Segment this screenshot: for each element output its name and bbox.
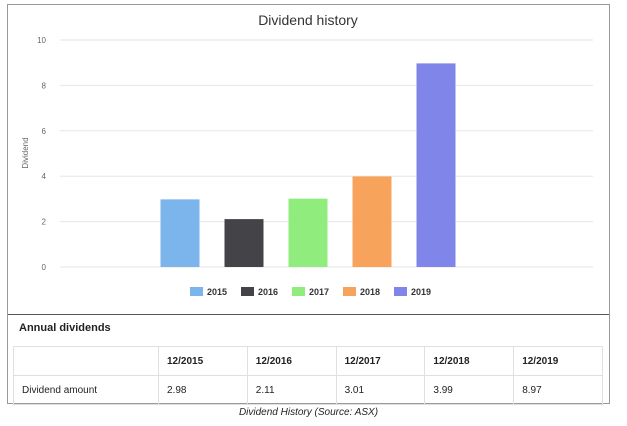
bar-2018 bbox=[352, 176, 392, 267]
bar-2019 bbox=[416, 63, 456, 268]
table-header-cell bbox=[13, 346, 159, 376]
section-divider bbox=[8, 314, 609, 315]
legend-label: 2017 bbox=[309, 287, 329, 297]
annual-dividends-title: Annual dividends bbox=[19, 322, 111, 334]
y-tick-label: 4 bbox=[42, 172, 47, 181]
bar-2017 bbox=[288, 198, 328, 267]
table-cell: 3.99 bbox=[424, 375, 515, 405]
table-header-cell: 12/2015 bbox=[158, 346, 248, 376]
legend-swatch-2019 bbox=[394, 287, 407, 296]
bar-2016 bbox=[224, 219, 264, 267]
table-cell: 2.11 bbox=[246, 375, 337, 405]
dividend-table: 12/2015 12/2016 12/2017 12/2018 12/2019 … bbox=[13, 346, 603, 405]
table-header-cell: 12/2017 bbox=[335, 346, 426, 376]
legend-label: 2015 bbox=[207, 287, 227, 297]
y-tick-label: 8 bbox=[42, 81, 47, 90]
y-tick-label: 2 bbox=[42, 218, 47, 227]
table-header-cell: 12/2019 bbox=[513, 346, 603, 376]
table-header-row: 12/2015 12/2016 12/2017 12/2018 12/2019 bbox=[13, 346, 603, 376]
row-label: Dividend amount bbox=[13, 375, 159, 405]
dividend-chart: Dividend history 0 2 4 6 8 10 Dividend 2015 2016 2… bbox=[21, 12, 593, 297]
y-axis-label: Dividend bbox=[21, 137, 30, 168]
table-cell: 8.97 bbox=[513, 375, 603, 405]
y-tick-label: 10 bbox=[37, 36, 46, 45]
dividend-panel: Dividend history 0 2 4 6 8 10 Dividend 2015 2016 2… bbox=[7, 4, 610, 405]
table-cell: 3.01 bbox=[335, 375, 426, 405]
chart-title: Dividend history bbox=[258, 12, 358, 28]
y-tick-label: 6 bbox=[42, 127, 47, 136]
legend-swatch-2015 bbox=[190, 287, 203, 296]
table-header-cell: 12/2016 bbox=[246, 346, 337, 376]
bar-2015 bbox=[160, 199, 200, 267]
legend-label: 2016 bbox=[258, 287, 278, 297]
figure-caption: Dividend History (Source: ASX) bbox=[238, 407, 379, 418]
table-cell: 2.98 bbox=[158, 375, 248, 405]
table-header-cell: 12/2018 bbox=[424, 346, 515, 376]
legend-label: 2018 bbox=[360, 287, 380, 297]
legend-swatch-2018 bbox=[343, 287, 356, 296]
y-tick-label: 0 bbox=[42, 263, 47, 272]
table-row: Dividend amount 2.98 2.11 3.01 3.99 8.97 bbox=[13, 375, 603, 405]
legend-swatch-2016 bbox=[241, 287, 254, 296]
legend-label: 2019 bbox=[411, 287, 431, 297]
legend-swatch-2017 bbox=[292, 287, 305, 296]
